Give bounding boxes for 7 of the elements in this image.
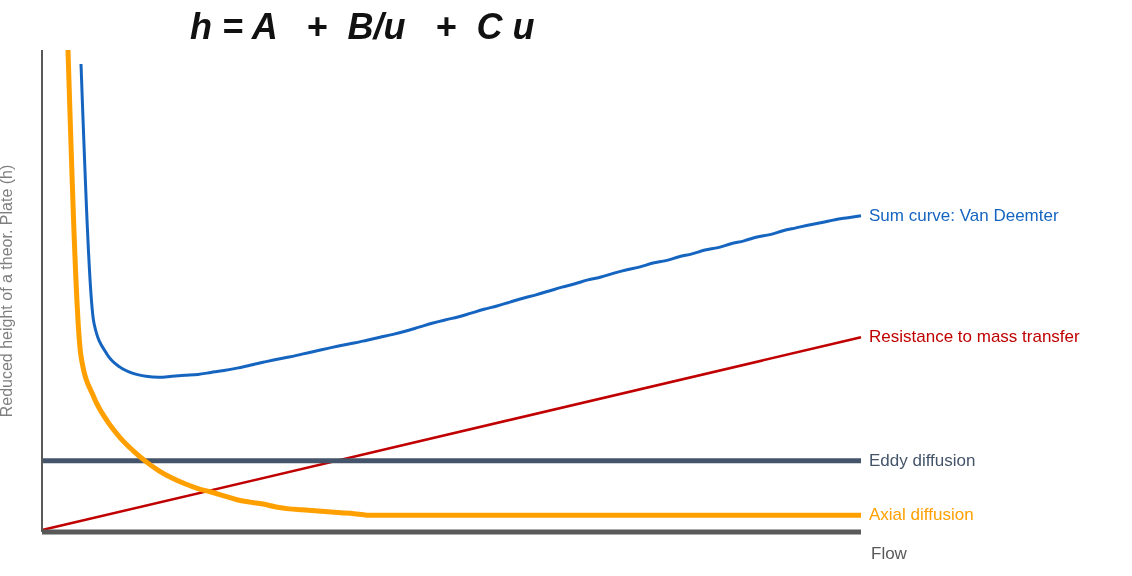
- series-label: Eddy diffusion: [869, 450, 976, 470]
- series-label: Axial diffusion: [869, 505, 974, 525]
- chart-title: h = A + B/u + C u: [190, 6, 535, 48]
- y-axis-title: Reduced height of a theor. Plate (h): [0, 164, 15, 418]
- series-label: Sum curve: Van Deemter: [869, 205, 1059, 225]
- series-label: Resistance to mass transfer: [869, 327, 1081, 347]
- x-axis-title: Flow: [871, 544, 907, 564]
